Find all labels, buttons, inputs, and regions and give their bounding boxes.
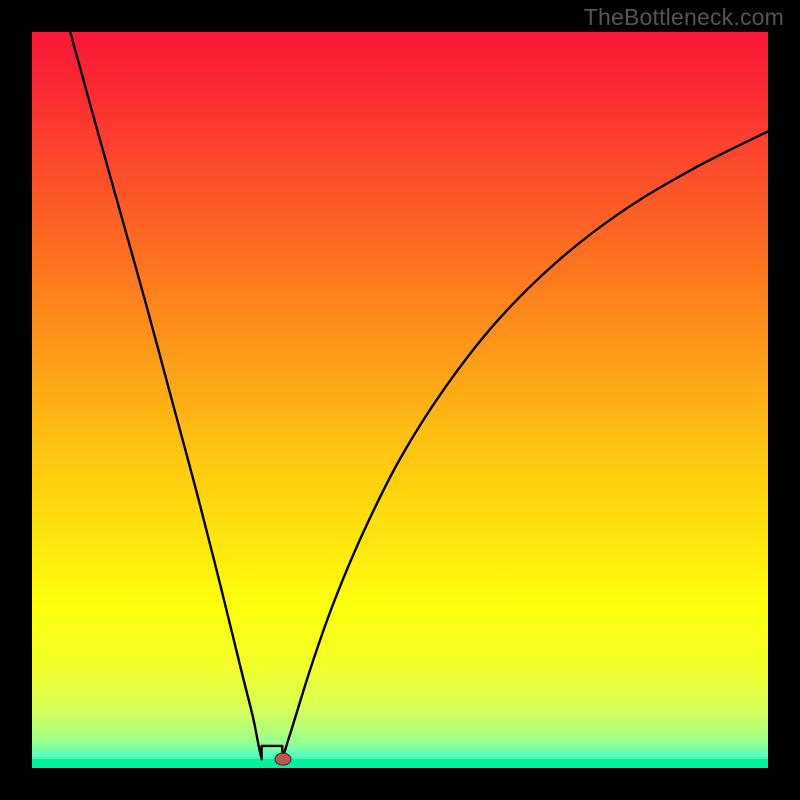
- optimal-marker: [275, 753, 291, 765]
- plot-area: [32, 32, 768, 768]
- chart-container: TheBottleneck.com: [0, 0, 800, 800]
- bottleneck-chart-svg: [32, 32, 768, 768]
- green-strip: [32, 759, 768, 768]
- watermark-text: TheBottleneck.com: [584, 4, 784, 31]
- gradient-background: [32, 32, 768, 768]
